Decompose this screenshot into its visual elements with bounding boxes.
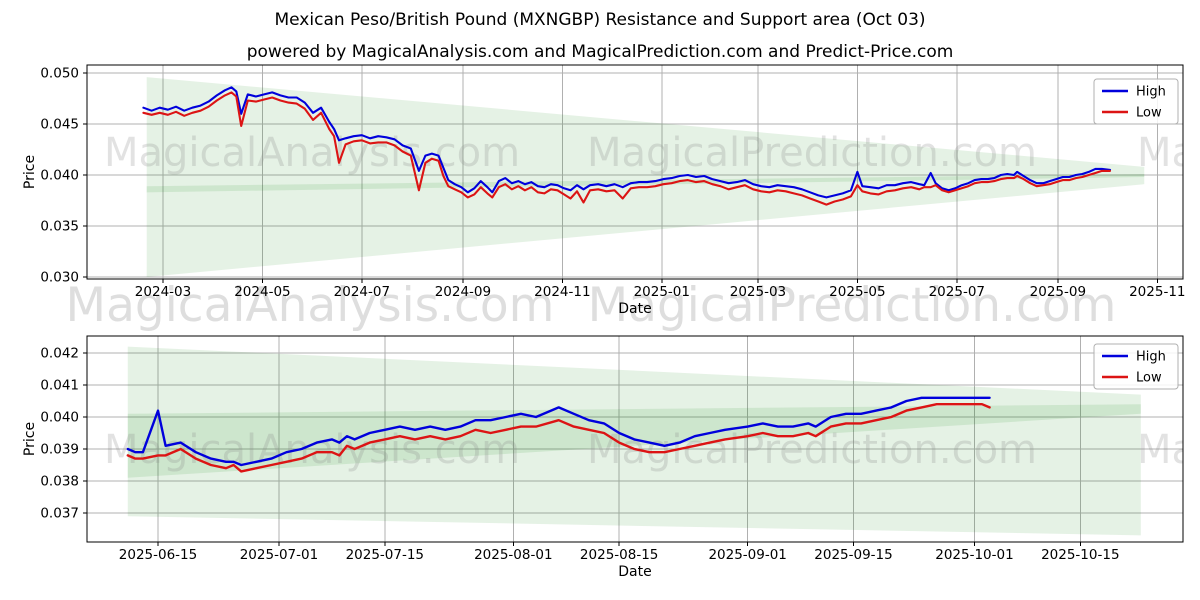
x-tick-label: 2024-07 <box>334 284 390 300</box>
legend-label-low: Low <box>1136 371 1162 386</box>
legend-label-high: High <box>1136 350 1166 365</box>
x-tick-label: 2025-08-15 <box>580 547 658 563</box>
y-tick-label: 0.030 <box>40 270 79 286</box>
y-tick-label: 0.041 <box>40 378 79 394</box>
axis-ticks <box>83 72 1158 283</box>
svg-text:MagicalAnalysis.com: MagicalAnalysis.com <box>66 278 555 333</box>
y-tick-label: 0.035 <box>40 219 79 235</box>
x-tick-label: 2025-09-15 <box>814 547 892 563</box>
x-tick-label: 2025-09 <box>1030 284 1086 300</box>
y-tick-label: 0.039 <box>40 442 79 458</box>
axis-tick-labels: 0.037 0.038 0.039 0.040 0.041 0.042 2025-06-15… <box>40 346 1119 564</box>
svg-text:MagicalAnalysis.com: MagicalAnalysis.com <box>1137 427 1200 473</box>
x-tick-label: 2025-07-01 <box>240 547 318 563</box>
y-tick-label: 0.050 <box>40 66 79 82</box>
x-tick-label: 2025-10-15 <box>1041 547 1119 563</box>
x-tick-label: 2024-11 <box>534 284 590 300</box>
svg-text:MagicalPrediction.com: MagicalPrediction.com <box>587 130 1037 176</box>
x-tick-label: 2025-11 <box>1129 284 1185 300</box>
x-tick-label: 2025-06-15 <box>119 547 197 563</box>
x-tick-label: 2025-05 <box>829 284 885 300</box>
y-tick-label: 0.040 <box>40 168 79 184</box>
y-tick-label: 0.045 <box>40 117 79 133</box>
x-tick-label: 2025-08-01 <box>474 547 552 563</box>
x-tick-label: 2024-09 <box>435 284 491 300</box>
svg-text:MagicalAnalysis.com: MagicalAnalysis.com <box>1137 130 1200 176</box>
axis-ticks <box>83 352 1081 546</box>
x-tick-label: 2025-09-01 <box>708 547 786 563</box>
grid-lines <box>87 65 1183 279</box>
x-axis-label: Date <box>618 564 651 580</box>
x-tick-label: 2025-07-15 <box>346 547 424 563</box>
legend-label-high: High <box>1136 85 1166 100</box>
axis-tick-labels: 0.030 0.035 0.040 0.045 0.050 2024-03 2024-05 2… <box>40 66 1185 301</box>
page-subtitle: powered by MagicalAnalysis.com and Magic… <box>246 42 954 62</box>
price-line-high <box>126 396 991 467</box>
y-tick-label: 0.038 <box>40 474 79 490</box>
legend-label-low: Low <box>1136 106 1162 121</box>
price-line-low <box>142 91 1112 206</box>
x-tick-label: 2025-01 <box>634 284 690 300</box>
grid-lines <box>87 336 1183 542</box>
x-tick-label: 2025-10-01 <box>935 547 1013 563</box>
svg-text:MagicalAnalysis.com: MagicalAnalysis.com <box>104 130 520 176</box>
axes-frame <box>86 335 1184 543</box>
x-axis-label: Date <box>618 301 651 317</box>
price-line-high <box>142 86 1112 199</box>
resistance-area <box>127 346 1141 478</box>
x-tick-label: 2025-03 <box>730 284 786 300</box>
support-area <box>127 404 1141 536</box>
watermark-row: MagicalAnalysis.com MagicalPrediction.com <box>66 278 1117 333</box>
axes-frame <box>86 64 1184 280</box>
svg-text:MagicalPrediction.com: MagicalPrediction.com <box>588 278 1117 333</box>
x-tick-label: 2024-03 <box>135 284 191 300</box>
y-tick-label: 0.040 <box>40 410 79 426</box>
support-area <box>146 173 1145 277</box>
x-tick-label: 2024-05 <box>234 284 290 300</box>
watermark-row: MagicalAnalysis.com MagicalPrediction.com… <box>104 130 1200 176</box>
y-tick-label: 0.037 <box>40 506 79 522</box>
y-axis-label: Price <box>22 422 38 456</box>
y-axis-label: Price <box>22 155 38 189</box>
resistance-area <box>146 77 1145 193</box>
legend: High Low <box>1093 343 1179 390</box>
svg-text:MagicalAnalysis.com: MagicalAnalysis.com <box>104 427 520 473</box>
price-line-low <box>126 403 991 473</box>
legend: High Low <box>1093 78 1179 125</box>
x-tick-label: 2025-07 <box>929 284 985 300</box>
page-title: Mexican Peso/British Pound (MXNGBP) Resi… <box>274 10 926 30</box>
top-chart: MagicalAnalysis.com MagicalPrediction.com… <box>22 64 1200 317</box>
bottom-chart: MagicalAnalysis.com MagicalPrediction.com… <box>22 335 1200 580</box>
y-tick-label: 0.042 <box>40 346 79 362</box>
